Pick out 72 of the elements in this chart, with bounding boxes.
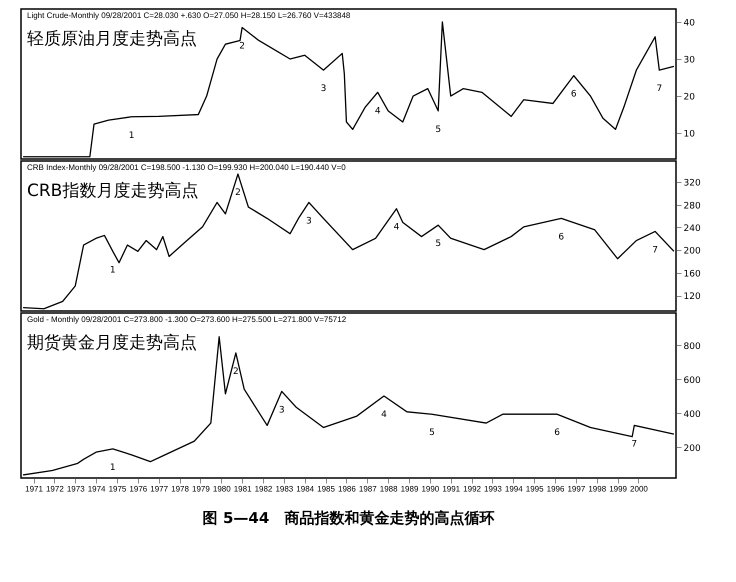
x-tick-label: 1978 (171, 484, 190, 494)
x-tick-label: 1982 (254, 484, 273, 494)
annotation: 7 (631, 439, 638, 450)
x-tick-label: 1986 (338, 484, 356, 494)
annotation: 3 (278, 405, 285, 416)
x-tick-label: 1993 (484, 484, 502, 494)
x-tick-label: 1984 (296, 484, 315, 494)
annotation: 5 (435, 239, 442, 250)
x-tick-label: 1990 (421, 484, 440, 494)
y-tick-label: 20 (684, 92, 696, 103)
annotation: 6 (570, 90, 577, 100)
y-tick-label: 10 (684, 130, 696, 140)
chart-subtitle: Light Crude-Monthly 09/28/2001 C=28.030 +.630 O=27.050 H=28.150 L=26.760 V=433848 (27, 11, 351, 20)
x-tick-label: 1983 (275, 484, 294, 494)
x-tick-label: 1995 (526, 484, 544, 494)
annotation: 1 (128, 130, 134, 141)
annotation: 3 (320, 84, 326, 94)
y-tick-label: 400 (684, 410, 701, 420)
annotation: 2 (232, 366, 239, 377)
x-tick-label: 1994 (504, 484, 524, 494)
x-tick-label: 1985 (317, 484, 336, 494)
annotation: 2 (235, 188, 241, 198)
annotation: 7 (652, 245, 658, 256)
y-tick-label: 240 (684, 224, 701, 234)
x-tick-label: 1975 (108, 484, 127, 494)
x-tick-label: 1979 (192, 484, 210, 494)
x-tick-label: 1972 (46, 484, 64, 494)
x-tick-label: 1989 (400, 484, 419, 494)
x-tick-label: 1996 (546, 484, 565, 494)
y-tick-label: 120 (684, 292, 701, 302)
x-tick-label: 1974 (88, 484, 106, 494)
y-tick-label: 320 (684, 178, 701, 189)
x-tick-label: 1997 (567, 484, 586, 494)
annotation: 5 (435, 124, 442, 135)
x-tick-label: 1980 (212, 484, 232, 494)
y-tick-label: 800 (684, 342, 701, 352)
annotation: 1 (110, 462, 116, 473)
annotation: 6 (554, 428, 560, 438)
x-tick-label: 1981 (234, 484, 252, 494)
x-tick-label: 1992 (463, 484, 482, 494)
x-tick-label: 1987 (358, 484, 378, 494)
x-tick-label: 2000 (630, 484, 648, 494)
annotation: 1 (110, 265, 116, 276)
annotation: 6 (558, 232, 564, 242)
chart-subtitle: Gold - Monthly 09/28/2001 C=273.800 -1.300 O=273.600 H=275.500 L=271.800 V=75712 (27, 315, 347, 324)
y-tick-label: 600 (684, 376, 701, 386)
x-tick-label: 1973 (66, 484, 86, 494)
y-tick-label: 280 (684, 201, 701, 212)
annotation: 4 (381, 410, 388, 420)
x-tick-label: 1999 (609, 484, 628, 494)
annotation: 4 (374, 106, 381, 116)
x-tick-label: 1977 (150, 484, 169, 494)
text: 轻质原油月度走势高点 (27, 29, 197, 49)
x-tick-label: 1976 (129, 484, 148, 494)
x-tick-label: 1998 (588, 484, 607, 494)
y-tick-label: 30 (684, 56, 696, 66)
y-tick-label: 40 (684, 18, 696, 28)
caption: 图 5—44 商品指数和黄金走势的高点循环 (202, 509, 494, 527)
y-tick-label: 200 (684, 246, 701, 257)
text: 期货黄金月度走势高点 (27, 333, 197, 353)
annotation: 7 (656, 84, 662, 94)
annotation: 3 (306, 216, 312, 226)
annotation: 2 (239, 42, 245, 52)
x-tick-label: 1988 (380, 484, 398, 494)
y-tick-label: 160 (684, 269, 701, 280)
x-tick-label: 1991 (442, 484, 461, 494)
x-tick-label: 1971 (25, 484, 44, 494)
annotation: 4 (394, 222, 400, 233)
text: CRB指数月度走势高点 (27, 181, 198, 201)
chart-subtitle: CRB Index-Monthly 09/28/2001 C=198.500 -1.130 O=199.930 H=200.040 L=190.440 V=0 (27, 163, 346, 172)
annotation: 5 (429, 428, 435, 438)
y-tick-label: 200 (684, 444, 701, 454)
